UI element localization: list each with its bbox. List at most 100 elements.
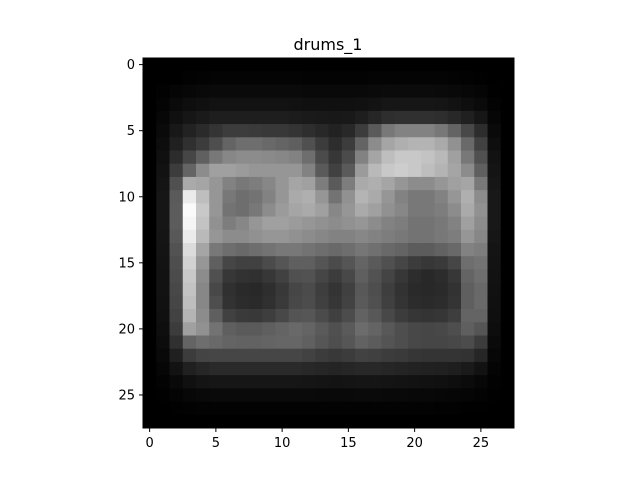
- heatmap-cell: [368, 269, 382, 284]
- heatmap-cell: [328, 348, 343, 363]
- heatmap-cell: [182, 110, 197, 125]
- heatmap-cell: [196, 361, 210, 376]
- heatmap-cell: [262, 176, 276, 191]
- heatmap-cell: [368, 137, 382, 151]
- heatmap-cell: [447, 163, 462, 178]
- heatmap-cell: [262, 71, 276, 85]
- heatmap-cell: [249, 137, 263, 151]
- heatmap-cell: [421, 361, 435, 376]
- heatmap-cell: [434, 401, 449, 416]
- heatmap-cell: [421, 401, 435, 416]
- heatmap-cell: [408, 414, 422, 429]
- heatmap-cell: [302, 243, 316, 257]
- heatmap-cell: [262, 309, 276, 323]
- heatmap-cell: [275, 295, 290, 310]
- heatmap-cell: [262, 388, 276, 402]
- heatmap-cell: [275, 216, 290, 231]
- heatmap-cell: [500, 137, 515, 151]
- heatmap-cell: [355, 256, 369, 270]
- heatmap-cell: [249, 414, 263, 429]
- heatmap-cell: [461, 137, 475, 151]
- heatmap-cell: [421, 190, 435, 204]
- heatmap-cell: [394, 401, 409, 416]
- heatmap-cell: [302, 361, 316, 376]
- heatmap-cell: [434, 348, 449, 363]
- heatmap-cell: [156, 414, 170, 429]
- heatmap-cell: [209, 295, 223, 310]
- heatmap-cell: [474, 414, 488, 429]
- heatmap-cell: [408, 58, 422, 72]
- heatmap-cell: [474, 388, 488, 402]
- heatmap-cell: [328, 203, 343, 217]
- heatmap-cell: [408, 203, 422, 217]
- heatmap-cell: [328, 190, 343, 204]
- heatmap-cell: [394, 71, 409, 85]
- heatmap-cell: [143, 150, 157, 165]
- heatmap-cell: [196, 216, 210, 231]
- heatmap-cell: [209, 335, 223, 350]
- heatmap-cell: [249, 110, 263, 125]
- heatmap-cell: [394, 163, 409, 178]
- heatmap-cell: [368, 414, 382, 429]
- heatmap-cell: [222, 137, 237, 151]
- heatmap-cell: [288, 97, 303, 112]
- heatmap-cell: [302, 97, 316, 112]
- heatmap-cell: [275, 269, 290, 284]
- heatmap-cell: [355, 84, 369, 99]
- heatmap-cell: [222, 348, 237, 363]
- heatmap-cell: [355, 295, 369, 310]
- heatmap-cell: [156, 269, 170, 284]
- heatmap-cell: [368, 97, 382, 112]
- heatmap-cell: [500, 58, 515, 72]
- heatmap-cell: [143, 335, 157, 350]
- heatmap-cell: [408, 137, 422, 151]
- heatmap-cell: [328, 256, 343, 270]
- heatmap-cell: [447, 137, 462, 151]
- heatmap-cell: [461, 97, 475, 112]
- heatmap-cell: [487, 97, 502, 112]
- heatmap-cell: [156, 137, 170, 151]
- heatmap-cell: [262, 97, 276, 112]
- heatmap-cell: [381, 124, 396, 138]
- heatmap-cell: [249, 203, 263, 217]
- heatmap-cell: [143, 269, 157, 284]
- heatmap-cell: [421, 295, 435, 310]
- heatmap-cell: [434, 335, 449, 350]
- heatmap-cell: [143, 110, 157, 125]
- heatmap-cell: [447, 229, 462, 244]
- heatmap-cell: [275, 375, 290, 389]
- heatmap-cell: [447, 216, 462, 231]
- heatmap-cell: [447, 176, 462, 191]
- heatmap-cell: [262, 322, 276, 336]
- heatmap-cell: [447, 282, 462, 297]
- heatmap-cell: [196, 176, 210, 191]
- heatmap-cell: [500, 401, 515, 416]
- heatmap-cell: [156, 97, 170, 112]
- heatmap-cell: [421, 348, 435, 363]
- heatmap-cell: [262, 137, 276, 151]
- heatmap-cell: [262, 203, 276, 217]
- heatmap-cell: [143, 163, 157, 178]
- heatmap-cell: [196, 375, 210, 389]
- heatmap-cell: [315, 176, 329, 191]
- heatmap-cell: [487, 137, 502, 151]
- heatmap-cell: [328, 243, 343, 257]
- heatmap-cell: [487, 110, 502, 125]
- heatmap-cell: [341, 295, 356, 310]
- heatmap-cell: [169, 322, 184, 336]
- heatmap-cell: [288, 414, 303, 429]
- heatmap-cell: [355, 150, 369, 165]
- heatmap-cell: [315, 348, 329, 363]
- heatmap-cell: [487, 150, 502, 165]
- heatmap-cell: [487, 84, 502, 99]
- heatmap-cell: [394, 282, 409, 297]
- heatmap-cell: [235, 256, 250, 270]
- heatmap-cell: [394, 269, 409, 284]
- heatmap-cell: [249, 176, 263, 191]
- heatmap-cell: [328, 97, 343, 112]
- heatmap-cell: [328, 163, 343, 178]
- heatmap-cell: [169, 414, 184, 429]
- heatmap-cell: [302, 335, 316, 350]
- heatmap-cell: [288, 229, 303, 244]
- heatmap-cell: [474, 97, 488, 112]
